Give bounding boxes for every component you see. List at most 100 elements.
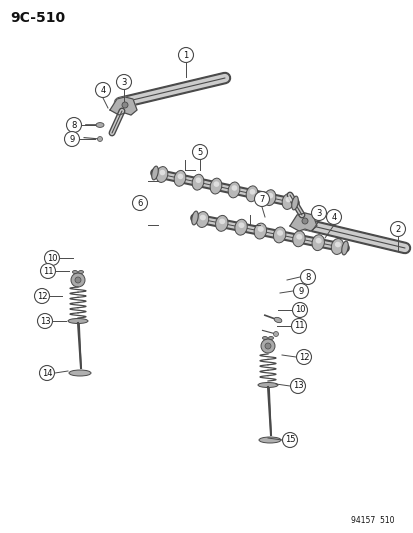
Ellipse shape bbox=[213, 181, 219, 187]
Circle shape bbox=[38, 313, 52, 328]
Text: 8: 8 bbox=[71, 120, 76, 130]
Ellipse shape bbox=[228, 182, 239, 198]
Circle shape bbox=[95, 83, 110, 98]
Ellipse shape bbox=[196, 212, 208, 228]
Text: 4: 4 bbox=[100, 85, 105, 94]
Text: 11: 11 bbox=[43, 266, 53, 276]
Ellipse shape bbox=[249, 189, 255, 195]
Circle shape bbox=[293, 284, 308, 298]
Circle shape bbox=[296, 350, 311, 365]
Circle shape bbox=[282, 432, 297, 448]
Text: 12: 12 bbox=[298, 352, 309, 361]
Text: 10: 10 bbox=[47, 254, 57, 262]
Text: 11: 11 bbox=[293, 321, 304, 330]
Circle shape bbox=[291, 319, 306, 334]
Ellipse shape bbox=[285, 197, 291, 203]
Text: 1: 1 bbox=[183, 51, 188, 60]
Circle shape bbox=[132, 196, 147, 211]
Circle shape bbox=[192, 144, 207, 159]
Ellipse shape bbox=[259, 437, 280, 443]
Text: 94157  510: 94157 510 bbox=[351, 516, 394, 525]
Circle shape bbox=[75, 277, 81, 283]
Ellipse shape bbox=[292, 231, 304, 247]
Circle shape bbox=[290, 378, 305, 393]
Polygon shape bbox=[110, 97, 137, 115]
Circle shape bbox=[260, 339, 274, 353]
Ellipse shape bbox=[262, 336, 267, 340]
Ellipse shape bbox=[276, 230, 282, 236]
Text: 9: 9 bbox=[298, 287, 303, 295]
Circle shape bbox=[389, 222, 404, 237]
Ellipse shape bbox=[210, 178, 221, 194]
Ellipse shape bbox=[311, 235, 324, 251]
Ellipse shape bbox=[267, 193, 273, 198]
Text: 2: 2 bbox=[394, 224, 400, 233]
Circle shape bbox=[64, 132, 79, 147]
Ellipse shape bbox=[199, 215, 205, 220]
Circle shape bbox=[178, 47, 193, 62]
Ellipse shape bbox=[257, 383, 277, 387]
Circle shape bbox=[300, 270, 315, 285]
Text: 7: 7 bbox=[259, 195, 264, 204]
Ellipse shape bbox=[273, 227, 285, 243]
Circle shape bbox=[97, 136, 102, 141]
Circle shape bbox=[311, 206, 326, 221]
Circle shape bbox=[301, 218, 307, 224]
Ellipse shape bbox=[341, 241, 347, 255]
Ellipse shape bbox=[177, 174, 183, 179]
Text: 14: 14 bbox=[42, 368, 52, 377]
Ellipse shape bbox=[151, 166, 158, 180]
Circle shape bbox=[66, 117, 81, 133]
Circle shape bbox=[116, 75, 131, 90]
Ellipse shape bbox=[254, 223, 266, 239]
Text: 12: 12 bbox=[37, 292, 47, 301]
Text: 13: 13 bbox=[292, 382, 303, 391]
Circle shape bbox=[40, 263, 55, 279]
Text: 3: 3 bbox=[121, 77, 126, 86]
Circle shape bbox=[254, 191, 269, 206]
Ellipse shape bbox=[78, 271, 83, 273]
Ellipse shape bbox=[215, 215, 228, 231]
Ellipse shape bbox=[330, 239, 343, 254]
Ellipse shape bbox=[291, 196, 297, 210]
Ellipse shape bbox=[192, 174, 203, 190]
Text: 13: 13 bbox=[40, 317, 50, 326]
Circle shape bbox=[71, 273, 85, 287]
Ellipse shape bbox=[263, 190, 275, 206]
Text: 5: 5 bbox=[197, 148, 202, 157]
Circle shape bbox=[264, 343, 271, 349]
Ellipse shape bbox=[257, 227, 263, 232]
Text: 4: 4 bbox=[330, 213, 336, 222]
Ellipse shape bbox=[231, 185, 237, 191]
Text: 6: 6 bbox=[137, 198, 142, 207]
Ellipse shape bbox=[156, 167, 167, 182]
Ellipse shape bbox=[68, 319, 88, 324]
Ellipse shape bbox=[315, 238, 321, 244]
Ellipse shape bbox=[69, 370, 91, 376]
Circle shape bbox=[39, 366, 55, 381]
Ellipse shape bbox=[296, 234, 301, 240]
Ellipse shape bbox=[195, 177, 201, 183]
Ellipse shape bbox=[174, 171, 185, 186]
Ellipse shape bbox=[268, 336, 273, 340]
Text: 9C-510: 9C-510 bbox=[10, 11, 65, 25]
Ellipse shape bbox=[273, 317, 281, 322]
Text: 10: 10 bbox=[294, 305, 304, 314]
Text: 3: 3 bbox=[316, 208, 321, 217]
Circle shape bbox=[326, 209, 341, 224]
Polygon shape bbox=[289, 213, 316, 231]
Circle shape bbox=[44, 251, 59, 265]
Text: 8: 8 bbox=[304, 272, 310, 281]
Circle shape bbox=[273, 332, 278, 336]
Text: 15: 15 bbox=[284, 435, 294, 445]
Ellipse shape bbox=[234, 219, 247, 235]
Circle shape bbox=[34, 288, 50, 303]
Ellipse shape bbox=[334, 242, 340, 247]
Ellipse shape bbox=[159, 169, 165, 175]
Ellipse shape bbox=[72, 271, 77, 273]
Ellipse shape bbox=[238, 222, 244, 228]
Circle shape bbox=[122, 102, 128, 108]
Ellipse shape bbox=[246, 186, 257, 201]
Ellipse shape bbox=[282, 193, 293, 209]
Ellipse shape bbox=[218, 219, 225, 224]
